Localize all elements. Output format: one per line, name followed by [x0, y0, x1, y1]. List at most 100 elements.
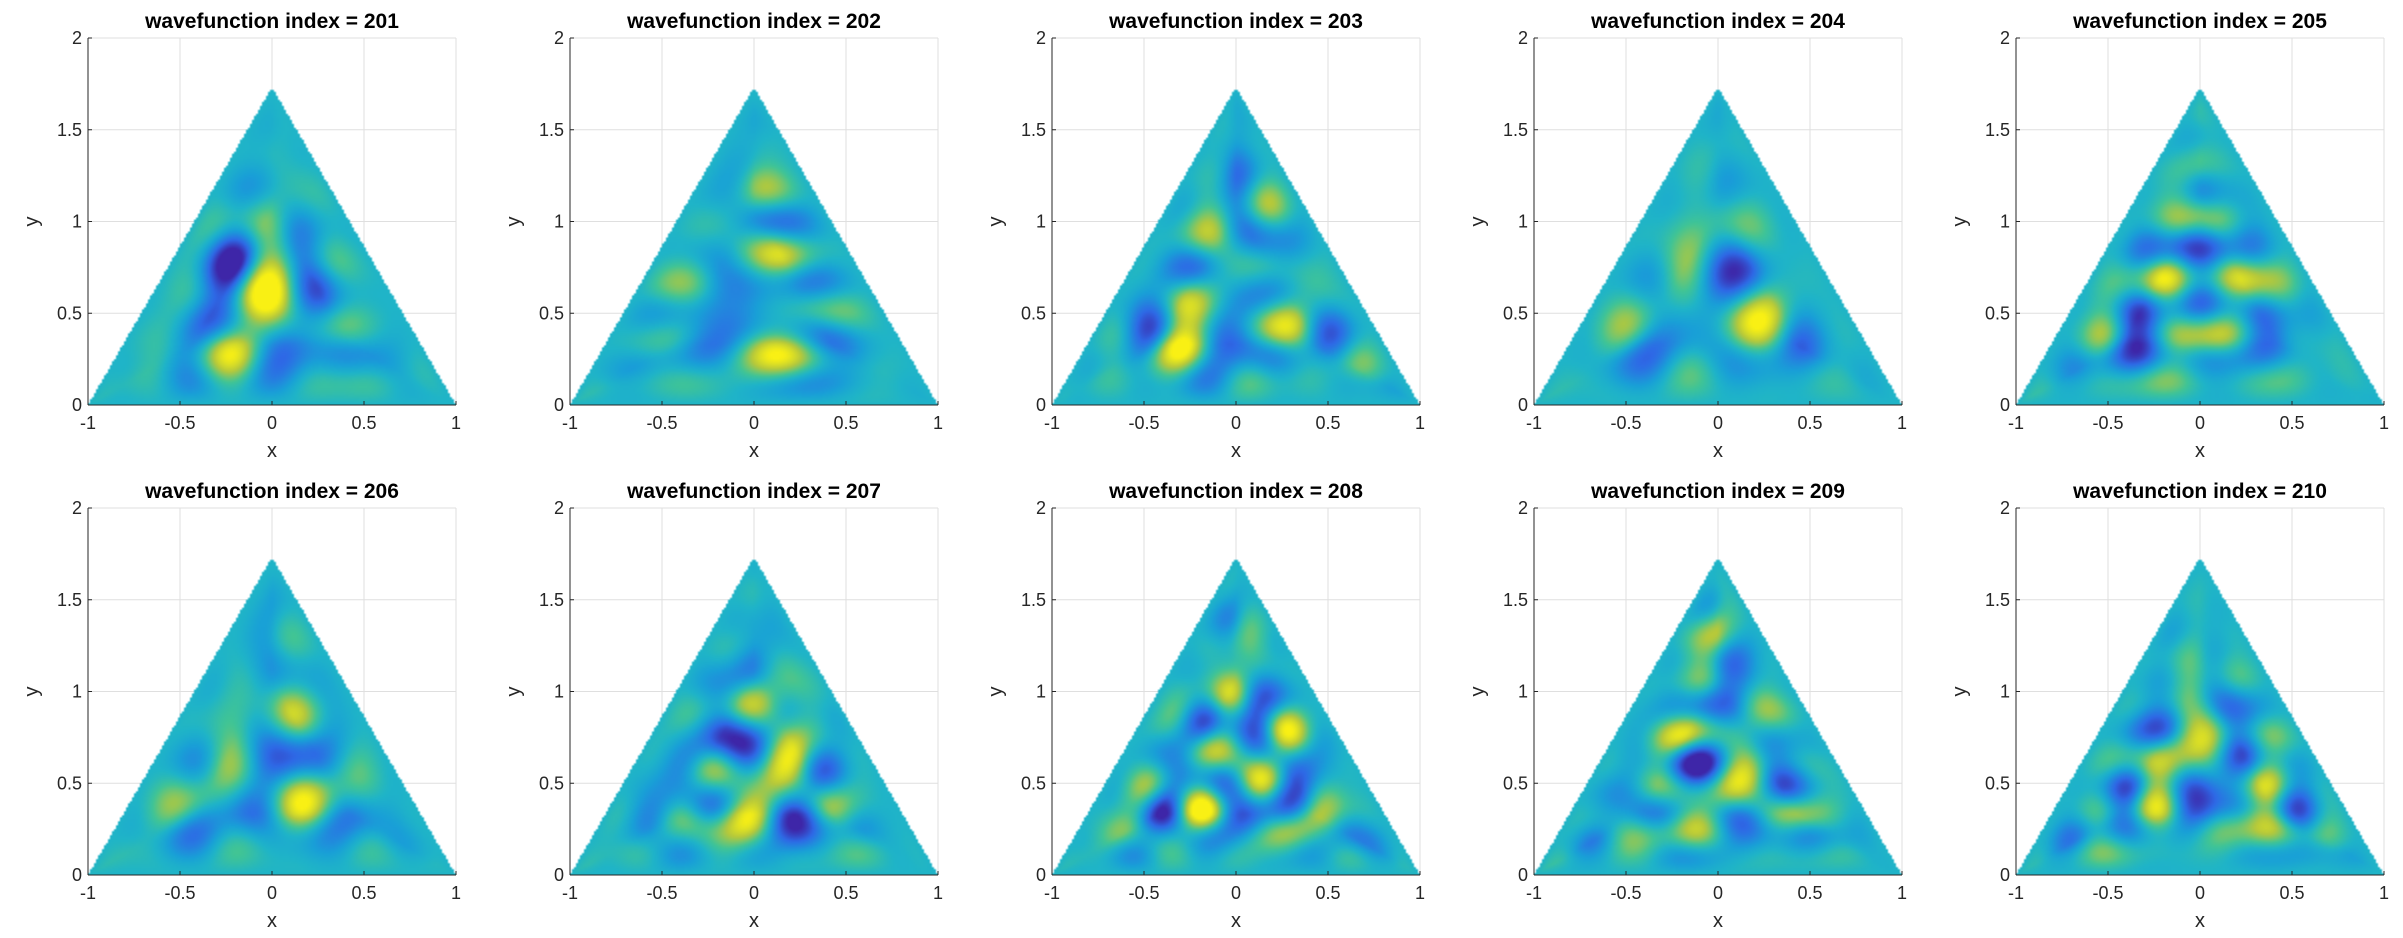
y-tick-label: 2 — [2000, 498, 2010, 518]
y-axis-label: y — [1467, 687, 1489, 697]
subplot-title: wavefunction index = 208 — [1108, 480, 1363, 503]
y-tick-label: 0 — [1036, 865, 1046, 885]
y-tick-label: 1.5 — [57, 120, 82, 140]
x-tick-label: 0.5 — [351, 883, 376, 903]
x-tick-label: 0 — [1713, 883, 1723, 903]
y-tick-label: 1.5 — [1503, 120, 1528, 140]
x-tick-label: -1 — [562, 883, 578, 903]
x-tick-label: -0.5 — [2092, 883, 2123, 903]
y-axis-label: y — [503, 217, 525, 227]
y-tick-label: 0 — [554, 395, 564, 415]
y-tick-label: 0.5 — [57, 773, 82, 793]
x-tick-label: -1 — [1526, 883, 1542, 903]
x-tick-label: 1 — [451, 883, 461, 903]
x-tick-label: 1 — [1415, 883, 1425, 903]
x-tick-label: 0 — [749, 413, 759, 433]
x-tick-label: 0 — [1231, 413, 1241, 433]
y-tick-label: 0 — [554, 865, 564, 885]
x-tick-label: 1 — [1415, 413, 1425, 433]
y-tick-label: 2 — [1518, 28, 1528, 48]
y-tick-label: 2 — [1036, 28, 1046, 48]
x-tick-label: 0 — [267, 883, 277, 903]
y-axis-label: y — [21, 687, 43, 697]
y-tick-label: 0.5 — [1021, 773, 1046, 793]
y-tick-label: 0 — [1518, 395, 1528, 415]
x-axis-label: x — [267, 910, 277, 932]
y-tick-label: 0.5 — [539, 303, 564, 323]
x-tick-label: 0 — [1231, 883, 1241, 903]
subplot-title: wavefunction index = 205 — [2072, 10, 2327, 33]
x-tick-label: 0 — [1713, 413, 1723, 433]
y-tick-label: 2 — [554, 28, 564, 48]
subplot-8: -1 -0.5 0 0.5 1 0 0.5 1 1.5 2 wavefunction index =… — [985, 480, 1425, 932]
x-axis-label: x — [1713, 440, 1723, 462]
subplot-3: -1 -0.5 0 0.5 1 0 0.5 1 1.5 2 wavefunction index =… — [985, 10, 1425, 462]
y-tick-label: 1.5 — [539, 120, 564, 140]
y-tick-label: 0 — [2000, 395, 2010, 415]
y-tick-label: 1.5 — [1503, 590, 1528, 610]
x-tick-label: -0.5 — [646, 883, 677, 903]
subplot-9: -1 -0.5 0 0.5 1 0 0.5 1 1.5 2 wavefunction index =… — [1467, 480, 1907, 932]
y-axis-label: y — [503, 687, 525, 697]
y-tick-label: 1 — [554, 682, 564, 702]
x-tick-label: -1 — [1526, 413, 1542, 433]
x-tick-label: -1 — [1044, 413, 1060, 433]
y-tick-label: 1 — [72, 212, 82, 232]
y-axis-label: y — [1949, 687, 1971, 697]
y-axis-label: y — [985, 217, 1007, 227]
x-tick-label: 1 — [933, 413, 943, 433]
y-tick-label: 2 — [72, 498, 82, 518]
wavefunction-heatmap — [88, 508, 456, 875]
y-tick-label: 2 — [554, 498, 564, 518]
y-tick-label: 0.5 — [1985, 773, 2010, 793]
y-tick-label: 0.5 — [1503, 773, 1528, 793]
subplot-4: -1 -0.5 0 0.5 1 0 0.5 1 1.5 2 wavefunction index =… — [1467, 10, 1907, 462]
subplot-6: -1 -0.5 0 0.5 1 0 0.5 1 1.5 2 wavefunction index =… — [21, 480, 461, 932]
y-axis-label: y — [1949, 217, 1971, 227]
x-tick-label: -1 — [1044, 883, 1060, 903]
subplot-title: wavefunction index = 210 — [2072, 480, 2327, 503]
y-tick-label: 0.5 — [57, 303, 82, 323]
x-tick-label: -0.5 — [1610, 883, 1641, 903]
y-tick-label: 1.5 — [1985, 590, 2010, 610]
x-tick-label: 0 — [2195, 883, 2205, 903]
wavefunction-heatmap — [1534, 508, 1902, 875]
subplot-10: -1 -0.5 0 0.5 1 0 0.5 1 1.5 2 wavefunction index =… — [1949, 480, 2389, 932]
x-tick-label: -1 — [80, 883, 96, 903]
x-axis-label: x — [749, 440, 759, 462]
y-tick-label: 1 — [2000, 212, 2010, 232]
x-axis-label: x — [2195, 910, 2205, 932]
subplot-title: wavefunction index = 209 — [1590, 480, 1845, 503]
x-tick-label: 0.5 — [2279, 883, 2304, 903]
wavefunction-heatmap — [1052, 38, 1420, 405]
subplot-title: wavefunction index = 203 — [1108, 10, 1363, 33]
x-tick-label: 0 — [267, 413, 277, 433]
y-tick-label: 1.5 — [1985, 120, 2010, 140]
y-axis-label: y — [1467, 217, 1489, 227]
y-tick-label: 0.5 — [1503, 303, 1528, 323]
y-axis-label: y — [21, 217, 43, 227]
y-tick-label: 0 — [1518, 865, 1528, 885]
subplot-title: wavefunction index = 206 — [144, 480, 399, 503]
y-tick-label: 1 — [1518, 212, 1528, 232]
y-tick-label: 1.5 — [539, 590, 564, 610]
x-tick-label: -1 — [80, 413, 96, 433]
wavefunction-heatmap — [1534, 38, 1902, 405]
y-tick-label: 0.5 — [1021, 303, 1046, 323]
x-tick-label: 0.5 — [1797, 883, 1822, 903]
x-tick-label: 0.5 — [1315, 883, 1340, 903]
x-axis-label: x — [267, 440, 277, 462]
wavefunction-heatmap — [570, 508, 938, 875]
x-tick-label: -0.5 — [164, 883, 195, 903]
x-tick-label: -0.5 — [646, 413, 677, 433]
y-tick-label: 1 — [1036, 682, 1046, 702]
x-tick-label: 0.5 — [833, 413, 858, 433]
subplot-7: -1 -0.5 0 0.5 1 0 0.5 1 1.5 2 wavefunction index =… — [503, 480, 943, 932]
x-tick-label: -0.5 — [1128, 413, 1159, 433]
subplot-1: -1 -0.5 0 0.5 1 0 0.5 1 1.5 2 wavefunction index =… — [21, 10, 461, 462]
wavefunction-heatmap — [1052, 508, 1420, 875]
x-tick-label: -0.5 — [2092, 413, 2123, 433]
subplot-title: wavefunction index = 202 — [626, 10, 881, 33]
x-axis-label: x — [2195, 440, 2205, 462]
